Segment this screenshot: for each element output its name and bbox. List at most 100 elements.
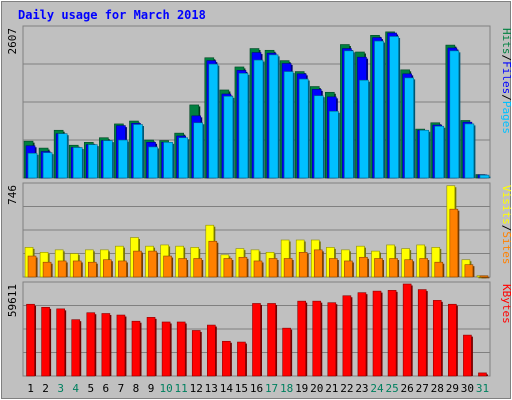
- bar-pages: [389, 36, 399, 179]
- bar-sites: [479, 275, 489, 278]
- bar-pages: [449, 50, 460, 179]
- x-tick-label: 3: [57, 382, 64, 395]
- bar-shadow: [481, 277, 490, 279]
- legend-visits: Visits: [500, 185, 512, 225]
- x-tick-label: 26: [401, 382, 414, 395]
- bar-kbytes: [222, 340, 231, 377]
- bar-sites: [223, 258, 233, 278]
- series-kbytes: [26, 283, 488, 377]
- bar-pages: [193, 122, 204, 179]
- bar-pages: [419, 129, 430, 179]
- bar-sites: [419, 258, 429, 278]
- x-axis: 1 2 3 4 5 6 7 8 9 10 11 12 13 14 15 16 17 18 19 20 21 22 23 24 2…: [27, 382, 489, 395]
- bar-sites: [449, 208, 459, 278]
- bar-kbytes: [116, 314, 126, 377]
- bar-sites: [163, 255, 172, 278]
- bar-pages: [118, 139, 128, 179]
- x-tick-label: 22: [340, 382, 353, 395]
- x-tick-label: 25: [385, 382, 398, 395]
- x-tick-label: 10: [159, 382, 172, 395]
- bar-sites: [344, 260, 353, 278]
- bar-kbytes: [312, 300, 322, 377]
- bar-pages: [163, 142, 173, 179]
- x-tick-label: 7: [118, 382, 125, 395]
- bar-pages: [42, 152, 53, 179]
- bar-pages: [374, 40, 384, 179]
- bar-pages: [283, 71, 294, 179]
- bar-kbytes: [207, 324, 216, 377]
- x-tick-label: 14: [220, 382, 234, 395]
- x-tick-label: 23: [355, 382, 368, 395]
- bar-pages: [223, 95, 234, 179]
- bar-kbytes: [448, 303, 457, 377]
- bar-sites: [298, 252, 308, 278]
- bar-kbytes: [26, 303, 35, 377]
- bar-pages: [359, 79, 369, 179]
- bar-pages: [72, 147, 83, 179]
- bar-pages: [57, 133, 68, 179]
- bar-pages: [103, 140, 113, 179]
- x-tick-label: 4: [72, 382, 79, 395]
- x-tick-label: 30: [461, 382, 474, 395]
- y-series-label: Visits/Sites: [500, 185, 512, 265]
- bar-kbytes: [146, 317, 156, 377]
- x-tick-label: 18: [280, 382, 293, 395]
- bar-kbytes: [327, 302, 337, 377]
- bar-pages: [344, 50, 354, 179]
- panel-pages-files-hits: 2607 Hits/Files/Pages: [6, 25, 512, 179]
- bar-sites: [389, 258, 398, 278]
- bar-kbytes: [372, 290, 382, 377]
- legend-separator: /: [500, 225, 512, 232]
- series-sites: [27, 208, 490, 279]
- y-max-label: 2607: [6, 28, 19, 55]
- bar-pages: [178, 137, 188, 179]
- bar-sites: [434, 261, 444, 278]
- bar-sites: [178, 258, 187, 278]
- bar-kbytes: [478, 372, 487, 377]
- bar-kbytes: [463, 334, 472, 377]
- bar-sites: [283, 258, 293, 278]
- x-tick-label: 20: [310, 382, 323, 395]
- x-tick-label: 29: [446, 382, 459, 395]
- x-tick-label: 21: [325, 382, 338, 395]
- bar-sites: [238, 256, 248, 278]
- bar-pages: [434, 125, 445, 179]
- bar-sites: [118, 260, 127, 278]
- bar-sites: [374, 258, 383, 278]
- bar-sites: [103, 259, 112, 278]
- bar-kbytes: [101, 313, 111, 377]
- panel-kbytes: 59611 KBytes: [6, 281, 512, 377]
- y-series-label: KBytes: [500, 284, 512, 324]
- bar-sites: [329, 258, 338, 278]
- bar-pages: [133, 124, 143, 179]
- bar-kbytes: [252, 303, 261, 377]
- x-tick-label: 16: [250, 382, 263, 395]
- bar-pages: [148, 146, 158, 179]
- bar-sites: [464, 264, 474, 278]
- bar-kbytes: [282, 327, 291, 377]
- x-tick-label: 8: [133, 382, 140, 395]
- bar-pages: [27, 152, 38, 179]
- bar-kbytes: [131, 320, 141, 377]
- bar-kbytes: [41, 307, 50, 377]
- bar-pages: [238, 72, 249, 179]
- bar-pages: [298, 78, 309, 179]
- bar-kbytes: [417, 289, 427, 377]
- x-tick-label: 9: [148, 382, 155, 395]
- x-tick-label: 11: [175, 382, 188, 395]
- bar-sites: [87, 261, 97, 278]
- x-tick-label: 1: [27, 382, 34, 395]
- bar-sites: [404, 259, 413, 278]
- bar-sites: [268, 258, 278, 278]
- bar-kbytes: [357, 292, 367, 377]
- bar-pages: [208, 63, 219, 179]
- x-tick-label: 6: [103, 382, 110, 395]
- y-max-label: 59611: [6, 284, 19, 317]
- x-tick-label: 5: [87, 382, 94, 395]
- bar-kbytes: [237, 341, 246, 377]
- legend-separator: /: [500, 94, 512, 101]
- legend-separator: /: [500, 55, 512, 62]
- bar-sites: [193, 258, 203, 278]
